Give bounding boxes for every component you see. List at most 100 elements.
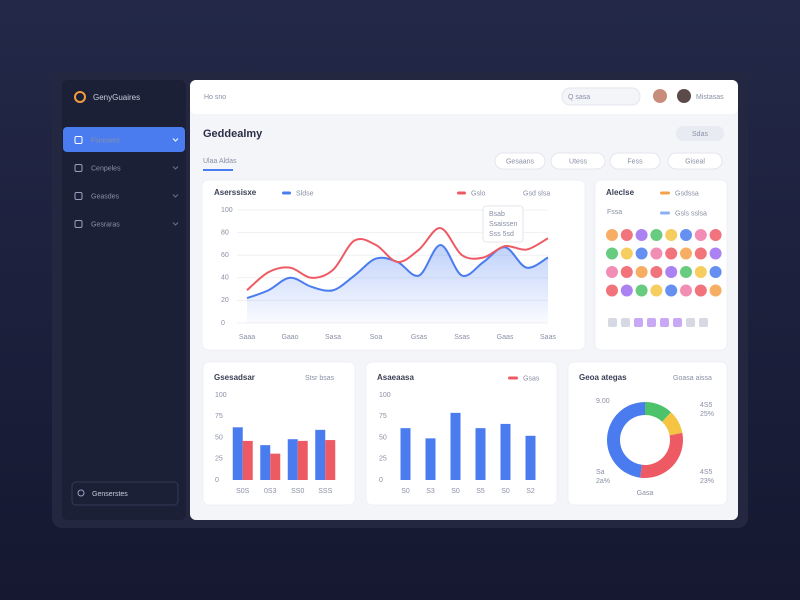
- sidebar-content: GenyGuaires Genserstes: [63, 91, 185, 506]
- legend-label: Gslo: [471, 190, 486, 197]
- activity-dot: [635, 266, 648, 278]
- nav-icon: [74, 164, 83, 172]
- donut-label: Gasa: [637, 490, 654, 497]
- nav-chevron: [172, 194, 179, 198]
- bar: [425, 438, 436, 480]
- x-tick-label: Gsas: [411, 334, 428, 341]
- activity-chip: [686, 318, 695, 327]
- nav-item[interactable]: Fsnosers: [91, 137, 120, 144]
- bar: [325, 440, 336, 480]
- y-tick-label: 60: [221, 252, 229, 259]
- x-tick-label: Sasa: [325, 334, 341, 341]
- activity-dot: [606, 266, 618, 278]
- card-note: Gsd slsa: [523, 190, 550, 197]
- bar: [400, 428, 411, 480]
- x-tick-label: S0: [501, 488, 510, 495]
- legend-swatch: [282, 191, 291, 195]
- activity-dot: [650, 229, 663, 241]
- activity-dot: [680, 266, 692, 278]
- donut-slice: [662, 412, 683, 436]
- sidebar-footer-box[interactable]: [71, 481, 179, 506]
- donut-slice: [606, 402, 645, 478]
- x-tick-label: Soa: [370, 334, 383, 341]
- avatar[interactable]: [653, 89, 667, 103]
- nav-active[interactable]: [63, 127, 185, 152]
- card-title: Aleclse: [606, 188, 635, 197]
- activity-dot: [650, 284, 663, 297]
- activity-dot: [709, 247, 722, 260]
- activity-dot: [694, 266, 707, 278]
- activity-chip: [621, 318, 630, 327]
- legend-label: Sldse: [296, 190, 314, 197]
- activity-dot: [620, 266, 633, 278]
- card-title: Gsesadsar: [214, 373, 255, 382]
- x-tick-label: Gaao: [281, 334, 298, 341]
- x-tick-label: Saaa: [239, 334, 255, 341]
- footer-icon: [77, 489, 85, 497]
- bar: [475, 428, 486, 480]
- card-title: Geoa ategas: [579, 373, 627, 382]
- breadcrumb: Ho sno: [204, 94, 226, 101]
- activity-dot: [694, 284, 707, 297]
- search-box[interactable]: [561, 87, 641, 106]
- line: [246, 227, 549, 291]
- activity-dot: [650, 247, 663, 260]
- bar: [525, 435, 536, 480]
- x-tick-label: Ssas: [454, 334, 470, 341]
- x-tick-label: 0S3: [264, 488, 277, 495]
- donut-slice: [640, 432, 683, 478]
- avatar[interactable]: [677, 89, 691, 103]
- tooltip-text: Sss 5sd: [489, 231, 514, 238]
- y-tick-label: 75: [215, 413, 223, 420]
- header-button[interactable]: [676, 126, 724, 141]
- filter-pill[interactable]: [494, 152, 546, 170]
- legend-label: Gsdssa: [675, 190, 699, 197]
- legend-label: Gsas: [523, 375, 540, 382]
- donut-label: 23%: [700, 478, 714, 485]
- y-tick-label: 80: [221, 229, 229, 236]
- y-tick-label: 50: [379, 434, 387, 441]
- nav-item[interactable]: Gesraras: [91, 221, 120, 228]
- activity-dot: [709, 266, 722, 278]
- filter-pill[interactable]: [609, 152, 661, 170]
- activity-chip: [699, 318, 708, 327]
- y-tick-label: 0: [221, 320, 225, 327]
- activity-dot: [680, 247, 692, 260]
- activity-dot: [665, 284, 678, 297]
- nav-icon: [74, 136, 83, 144]
- bar: [232, 427, 243, 480]
- donut-label: 4S5: [700, 402, 713, 409]
- bar-card: [202, 361, 356, 506]
- brand: GenyGuaires: [93, 93, 140, 102]
- nav-chevron: [172, 166, 179, 170]
- activity-dot: [635, 284, 648, 297]
- search: Q sasa: [568, 94, 590, 101]
- card-note: Stsr bsas: [305, 375, 335, 382]
- x-tick-label: S0: [401, 488, 410, 495]
- y-tick-label: 0: [379, 477, 383, 484]
- donut-label: 2a%: [596, 478, 610, 485]
- nav-item[interactable]: Cenpeles: [91, 165, 121, 172]
- legend-swatch: [457, 191, 466, 195]
- bar: [450, 412, 461, 480]
- x-tick-label: Gaas: [497, 334, 514, 341]
- donut-slice: [645, 402, 672, 422]
- filter-pill[interactable]: [667, 152, 723, 170]
- column-card: [365, 361, 558, 506]
- activity-dot: [665, 266, 678, 278]
- activity-dot: [650, 266, 663, 278]
- bar: [242, 440, 253, 480]
- bar: [500, 423, 511, 480]
- activity-dot: [694, 247, 707, 260]
- filter-pill[interactable]: [550, 152, 606, 170]
- bar: [270, 453, 281, 480]
- y-tick-label: 100: [379, 392, 391, 399]
- nav-icon: [74, 220, 83, 228]
- y-tick-label: 50: [215, 434, 223, 441]
- filter-pill-label: Utess: [569, 158, 587, 165]
- legend-label: Gsls sslsa: [675, 210, 707, 217]
- nav-item[interactable]: Geasdes: [91, 193, 120, 200]
- card-title: Asaeaasa: [377, 373, 414, 382]
- bar: [260, 445, 271, 480]
